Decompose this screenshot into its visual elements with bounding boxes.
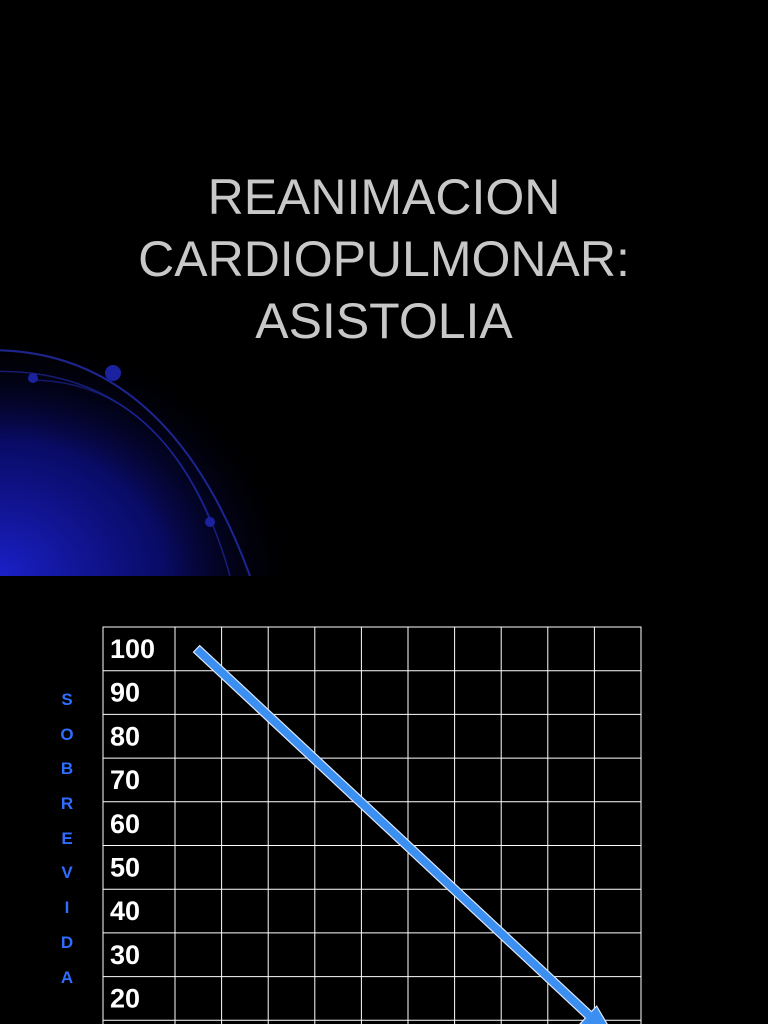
y-tick-label: 30 <box>110 940 140 970</box>
title-line-1: REANIMACION <box>207 169 561 225</box>
y-tick-label: 80 <box>110 721 140 751</box>
y-axis-letter: D <box>60 932 74 952</box>
y-axis-letter: I <box>64 898 70 918</box>
trend-arrow <box>192 644 608 1024</box>
title-line-2: CARDIOPULMONAR: <box>138 231 630 287</box>
y-axis-letter: V <box>61 863 73 883</box>
y-tick-label: 20 <box>110 984 140 1014</box>
y-axis-letter: B <box>60 759 74 779</box>
y-axis-letter: A <box>60 967 74 987</box>
y-tick-label: 100 <box>110 634 155 664</box>
y-axis-label: S O B R E V I D A <box>57 688 77 1000</box>
y-tick-label: 50 <box>110 853 140 883</box>
y-tick-label: 60 <box>110 809 140 839</box>
y-axis-letter: S <box>61 690 73 709</box>
title-line-3: ASISTOLIA <box>255 293 513 349</box>
y-tick-label: 70 <box>110 765 140 795</box>
y-axis-letter: O <box>60 724 74 744</box>
y-tick-label: 40 <box>110 896 140 926</box>
y-tick-label: 90 <box>110 678 140 708</box>
slide-title: REANIMACION CARDIOPULMONAR: ASISTOLIA <box>84 166 684 352</box>
y-axis-letter: E <box>61 828 73 848</box>
y-axis-letter: R <box>60 794 74 814</box>
chart-border <box>102 626 642 1024</box>
